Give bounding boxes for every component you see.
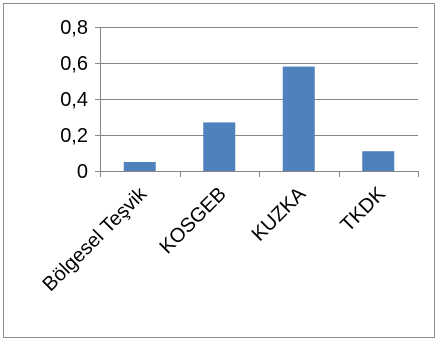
- y-tick-label: 0,8: [60, 17, 88, 39]
- x-category-label: KUZKA: [248, 183, 311, 246]
- y-axis-tick-labels: 0 0,2 0,4 0,6 0,8: [60, 17, 88, 183]
- x-category-label: Bölgesel Teşvik: [39, 182, 152, 295]
- bar: [282, 66, 315, 171]
- bar: [123, 162, 156, 171]
- bar: [203, 122, 236, 171]
- x-category-label: KOSGEB: [155, 183, 230, 258]
- gridlines: [100, 27, 418, 136]
- y-tick-label: 0,2: [60, 125, 88, 147]
- x-category-label: TKDK: [337, 183, 391, 237]
- x-axis-category-labels: Bölgesel Teşvik KOSGEB KUZKA TKDK: [39, 182, 391, 295]
- bar: [362, 151, 395, 171]
- bars: [123, 66, 395, 171]
- axes: [95, 27, 419, 177]
- y-tick-label: 0,6: [60, 53, 88, 75]
- y-tick-label: 0: [77, 161, 88, 183]
- y-tick-label: 0,4: [60, 89, 88, 111]
